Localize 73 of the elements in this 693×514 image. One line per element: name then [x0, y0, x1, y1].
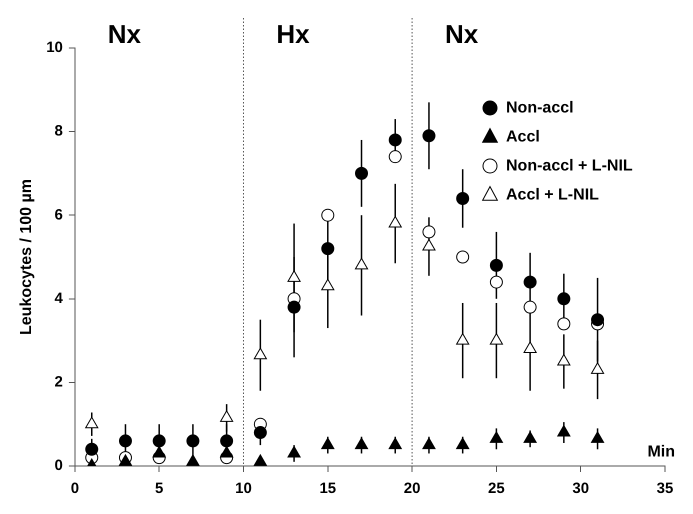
point	[388, 216, 402, 228]
point	[490, 276, 503, 289]
legend-label: Non-accl	[506, 99, 574, 116]
x-axis-title: Min	[647, 443, 675, 460]
point	[220, 446, 234, 458]
point	[422, 225, 436, 238]
point	[186, 454, 200, 466]
point	[288, 270, 301, 282]
point	[118, 454, 132, 466]
point	[524, 300, 537, 314]
point	[557, 425, 570, 437]
y-tick-label: 0	[54, 457, 63, 474]
legend-label: Accl + L-NIL	[506, 186, 600, 204]
x-tick-label: 10	[235, 480, 252, 498]
x-tick-label: 25	[488, 480, 505, 498]
point	[490, 431, 503, 443]
point	[288, 300, 301, 314]
point	[557, 292, 570, 306]
point	[456, 192, 470, 205]
y-tick-label: 2	[54, 374, 63, 391]
point	[524, 276, 537, 289]
point	[591, 313, 604, 326]
point	[388, 438, 402, 450]
point	[118, 434, 132, 448]
point	[254, 348, 267, 360]
point	[85, 442, 98, 456]
point	[321, 208, 334, 222]
y-axis-title: Leukocytes / 100 µm	[18, 179, 36, 335]
point	[321, 242, 334, 256]
annotation: Nx	[108, 19, 142, 50]
x-tick-label: 35	[656, 480, 674, 498]
point	[490, 333, 503, 345]
point	[152, 446, 166, 458]
point	[590, 362, 604, 374]
point	[456, 438, 470, 450]
legend-label: Accl	[506, 128, 540, 146]
point	[557, 317, 570, 330]
annotation: Nx	[444, 19, 479, 50]
point	[490, 258, 503, 272]
point	[220, 410, 234, 422]
point	[456, 333, 470, 345]
y-tick-label: 10	[46, 39, 63, 56]
x-tick-label: 20	[404, 480, 420, 498]
point	[355, 166, 368, 180]
point	[354, 258, 368, 270]
y-tick-label: 6	[54, 206, 63, 224]
annotation: Hx	[276, 19, 310, 50]
x-tick-label: 30	[572, 480, 590, 498]
point	[422, 438, 436, 450]
point	[220, 434, 234, 448]
point	[590, 431, 604, 443]
point	[321, 278, 334, 290]
point	[288, 446, 301, 458]
x-tick-label: 15	[319, 480, 336, 498]
point	[557, 354, 570, 366]
point	[524, 431, 537, 443]
point	[388, 150, 402, 164]
x-tick-label: 0	[70, 480, 80, 498]
point	[422, 239, 436, 251]
point	[254, 454, 267, 466]
point	[456, 250, 470, 264]
legend-label: Non-accl + L-NIL	[506, 157, 633, 174]
y-tick-label: 8	[54, 122, 63, 140]
y-tick-label: 4	[54, 290, 64, 307]
point	[388, 133, 402, 146]
point	[152, 434, 166, 448]
point	[422, 129, 436, 142]
point	[354, 438, 368, 450]
point	[186, 434, 200, 448]
point	[85, 416, 98, 428]
x-tick-label: 5	[155, 480, 164, 498]
point	[524, 341, 537, 353]
point	[321, 438, 334, 450]
